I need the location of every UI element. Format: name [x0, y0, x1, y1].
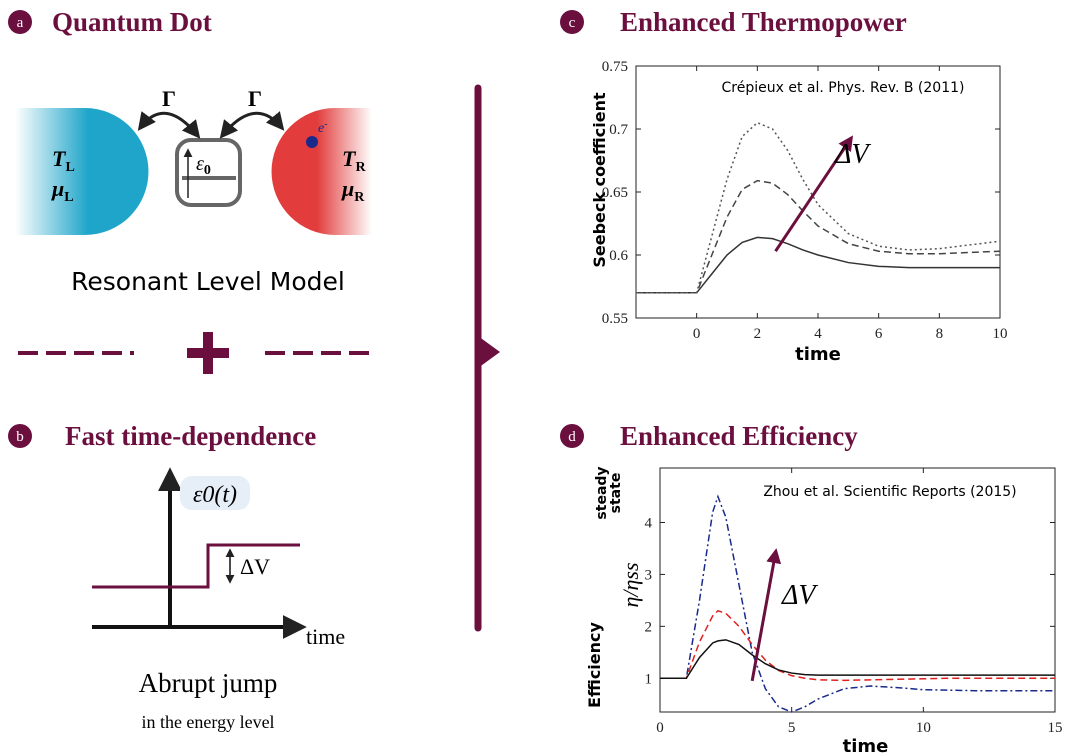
time-label: time: [306, 624, 345, 649]
y-tick-label: 2: [645, 619, 653, 635]
coupling-label: Γ: [162, 86, 176, 111]
right-lead: [271, 108, 372, 235]
lead-label: TL: [52, 146, 75, 175]
x-tick-label: 6: [875, 326, 883, 342]
x-tick-label: 0: [656, 720, 664, 736]
lead-sub: L: [65, 160, 74, 175]
label-bg: [180, 476, 250, 510]
panel-title: Fast time-dependence: [65, 421, 316, 451]
coupling-arrow: [219, 111, 285, 139]
lead-symbol: μ: [51, 176, 64, 201]
caption: Abrupt jump: [139, 668, 278, 698]
electron-sup: -: [324, 119, 327, 130]
y-tick-label: 4: [645, 516, 653, 532]
panel-badge: [560, 424, 584, 448]
y-tick-label: 0.55: [602, 311, 628, 327]
annotation: Crépieux et al. Phys. Rev. B (2011): [722, 80, 965, 96]
panel-letter: b: [16, 429, 24, 445]
y-axis-label: Efficiency: [585, 621, 604, 707]
x-axis-label: time: [795, 344, 841, 365]
lead-label: μR: [341, 176, 365, 205]
electron-label: e-: [318, 119, 328, 136]
steady-label: state: [608, 473, 624, 514]
y-tick-label: 0.7: [609, 122, 628, 138]
dot-symbol: ε: [196, 153, 204, 175]
x-tick-label: 8: [936, 326, 944, 342]
jump-label: ΔV: [240, 554, 270, 579]
y-tick-label: 0.6: [609, 248, 628, 264]
lead-symbol: T: [52, 146, 67, 171]
y-tick-label: 1: [645, 671, 653, 687]
lead-symbol: μ: [341, 176, 354, 201]
x-tick-label: 10: [916, 720, 931, 736]
line: [636, 121, 1001, 294]
y-tick-label: 0.65: [602, 185, 628, 201]
lead-label: μL: [51, 176, 74, 205]
electron: [306, 136, 318, 148]
plot-frame: [635, 65, 1001, 319]
line: [660, 609, 1055, 682]
x-tick-label: 15: [1048, 720, 1063, 736]
dot-sub: 0: [204, 163, 211, 178]
arrow-label: ΔV: [834, 139, 871, 170]
lead-sub: R: [355, 160, 366, 175]
dot-label: ε0: [196, 153, 211, 178]
axis-label: ε0(t): [193, 482, 237, 508]
lead-sub: R: [354, 190, 365, 205]
x-tick-label: 5: [788, 720, 796, 736]
panel-title: Enhanced Thermopower: [620, 7, 907, 37]
electron-symbol: e: [318, 121, 324, 136]
panel-badge: [8, 10, 32, 34]
line: [636, 179, 1001, 294]
caption: Resonant Level Model: [71, 267, 345, 296]
line: [660, 494, 1055, 713]
line: [660, 639, 1055, 680]
coupling-label: Γ: [248, 86, 262, 111]
coupling-arrow: [137, 111, 201, 139]
panel-letter: d: [568, 429, 576, 445]
panel-letter: c: [569, 15, 576, 31]
y-tick-label: 3: [645, 567, 653, 583]
x-tick-label: 4: [814, 326, 822, 342]
lead-sub: L: [64, 190, 73, 205]
step: [92, 543, 300, 589]
panel-letter: a: [17, 15, 24, 31]
y-tick-label: 0.75: [602, 59, 628, 75]
x-axis-label: time: [843, 736, 889, 756]
x-tick-label: 2: [754, 326, 762, 342]
steady-label: steady: [594, 466, 610, 519]
lead-symbol: T: [342, 146, 357, 171]
trend-arrow: [774, 135, 854, 253]
lead-label: TR: [342, 146, 366, 175]
panel-title: Enhanced Efficiency: [620, 421, 858, 451]
panel-title: Quantum Dot: [52, 7, 212, 37]
subcaption: in the energy level: [141, 712, 274, 732]
divider-arrow: [478, 336, 500, 368]
plot-frame: [659, 467, 1056, 713]
y-axis-label: Seebeck coefficient: [590, 92, 609, 268]
plus: [187, 332, 229, 374]
trend-arrow: [750, 548, 782, 682]
left-lead: [15, 108, 149, 235]
panel-badge: [8, 424, 32, 448]
annotation: Zhou et al. Scientific Reports (2015): [763, 484, 1016, 500]
panel-badge: [560, 10, 584, 34]
arrow-label: ΔV: [781, 580, 818, 611]
line: [636, 236, 1000, 294]
ratio-label: η/ηss: [618, 562, 643, 607]
x-tick-label: 10: [993, 326, 1008, 342]
x-tick-label: 0: [693, 326, 701, 342]
dot: [175, 138, 242, 207]
